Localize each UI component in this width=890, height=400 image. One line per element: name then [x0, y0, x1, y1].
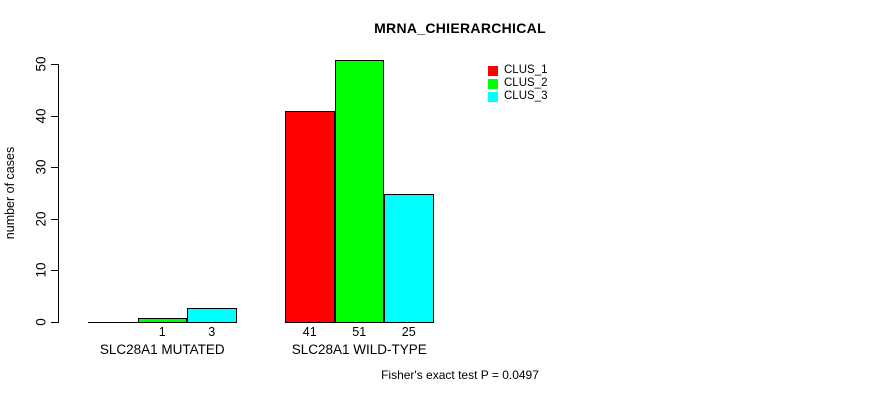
- y-tick-label: 50: [33, 56, 49, 72]
- y-tick-label: 30: [33, 159, 49, 175]
- y-axis-title: number of cases: [3, 146, 17, 240]
- y-tick-mark: [51, 322, 58, 323]
- footnote-fisher-test: Fisher's exact test P = 0.0497: [381, 368, 539, 382]
- legend-label: CLUS_3: [504, 90, 548, 102]
- y-tick-mark: [51, 270, 58, 271]
- legend-item: CLUS_2: [488, 77, 547, 90]
- y-tick-label: 40: [33, 108, 49, 124]
- legend-label: CLUS_2: [504, 77, 548, 89]
- y-tick-label: 0: [33, 318, 49, 326]
- bar-value-label: 41: [302, 325, 317, 339]
- y-tick-mark: [51, 167, 58, 168]
- bar-clus_2: [334, 59, 384, 323]
- bar-clus_2: [137, 317, 187, 323]
- bar-clus_1-zero: [88, 322, 138, 323]
- legend-label: CLUS_1: [504, 64, 548, 76]
- bar-clus_3: [187, 307, 237, 323]
- bar-value-label: 25: [401, 325, 416, 339]
- legend-swatch: [488, 65, 498, 76]
- legend-item: CLUS_1: [488, 64, 547, 77]
- bar-clus_3: [384, 194, 434, 323]
- bar-value-label: 51: [352, 325, 367, 339]
- y-tick-mark: [51, 219, 58, 220]
- x-category-label: SLC28A1 MUTATED: [99, 342, 225, 357]
- bar-value-label: 3: [208, 325, 216, 339]
- legend-swatch: [488, 78, 498, 89]
- legend-item: CLUS_3: [488, 90, 547, 103]
- y-tick-label: 10: [33, 262, 49, 278]
- y-axis-line: [58, 64, 59, 323]
- y-tick-mark: [51, 116, 58, 117]
- y-tick-label: 20: [33, 211, 49, 227]
- legend-swatch: [488, 91, 498, 102]
- bar-value-label: 1: [158, 325, 166, 339]
- legend: CLUS_1 CLUS_2 CLUS_3: [488, 64, 547, 103]
- x-category-label: SLC28A1 WILD-TYPE: [291, 342, 427, 357]
- bar-clus_1: [285, 111, 335, 323]
- chart-title: MRNA_CHIERARCHICAL: [374, 20, 546, 36]
- y-tick-mark: [51, 64, 58, 65]
